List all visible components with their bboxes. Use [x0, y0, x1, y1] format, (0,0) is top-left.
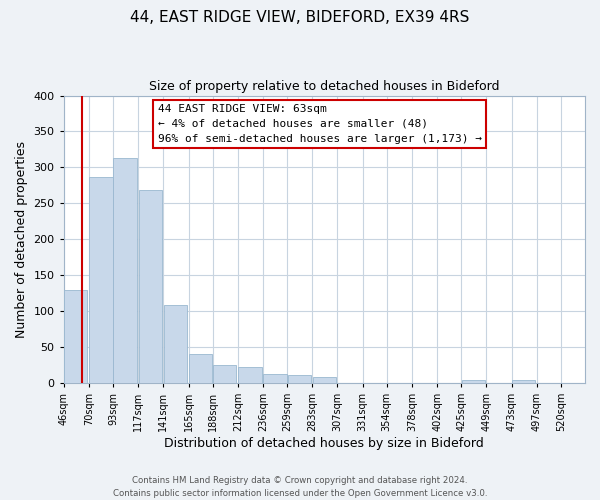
- Bar: [238, 367, 262, 383]
- X-axis label: Distribution of detached houses by size in Bideford: Distribution of detached houses by size …: [164, 437, 484, 450]
- Title: Size of property relative to detached houses in Bideford: Size of property relative to detached ho…: [149, 80, 500, 93]
- Bar: [113, 158, 137, 383]
- Bar: [189, 354, 212, 383]
- Bar: [313, 376, 336, 383]
- Bar: [89, 177, 113, 383]
- Y-axis label: Number of detached properties: Number of detached properties: [15, 141, 28, 338]
- Bar: [213, 365, 236, 383]
- Text: Contains HM Land Registry data © Crown copyright and database right 2024.
Contai: Contains HM Land Registry data © Crown c…: [113, 476, 487, 498]
- Bar: [139, 190, 162, 383]
- Bar: [461, 380, 485, 383]
- Bar: [164, 304, 187, 383]
- Bar: [512, 380, 535, 383]
- Text: 44 EAST RIDGE VIEW: 63sqm
← 4% of detached houses are smaller (48)
96% of semi-d: 44 EAST RIDGE VIEW: 63sqm ← 4% of detach…: [158, 104, 482, 144]
- Bar: [263, 374, 287, 383]
- Text: 44, EAST RIDGE VIEW, BIDEFORD, EX39 4RS: 44, EAST RIDGE VIEW, BIDEFORD, EX39 4RS: [130, 10, 470, 25]
- Bar: [287, 375, 311, 383]
- Bar: [64, 290, 88, 383]
